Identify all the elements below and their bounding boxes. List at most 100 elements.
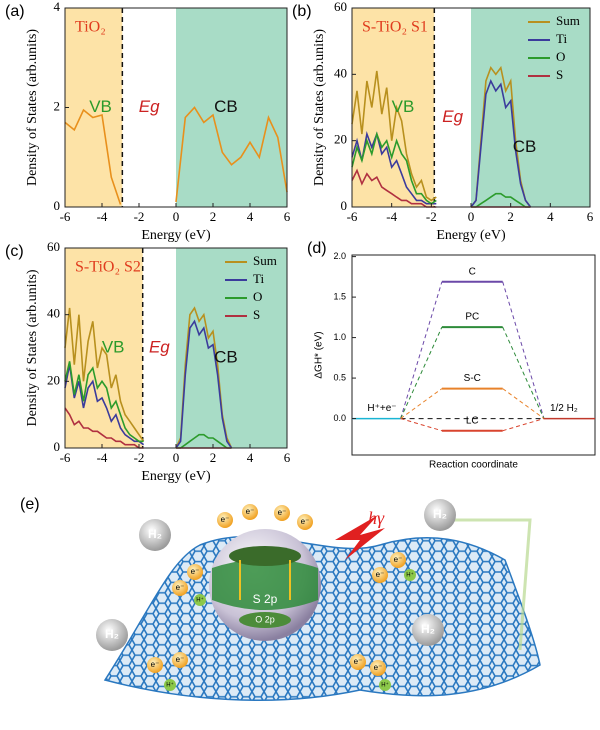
legend-label: O [556, 49, 565, 64]
electron-label: e⁻ [374, 663, 383, 672]
x-tick-label: 6 [284, 209, 291, 224]
electron-label: e⁻ [394, 555, 403, 564]
dos-line [64, 319, 233, 449]
electron-label: e⁻ [278, 508, 287, 517]
region-label: CB [214, 347, 238, 366]
panel-label: (a) [5, 3, 25, 20]
level-label: C [469, 266, 476, 277]
electron [370, 660, 386, 676]
level-label: S-C [464, 373, 481, 384]
h2-label: H₂ [421, 622, 435, 636]
x-tick-label: -6 [60, 450, 71, 465]
y-tick-label: 60 [47, 239, 60, 254]
legend-label: Ti [253, 271, 264, 286]
x-tick-label: 6 [587, 209, 594, 224]
o2p-band [239, 612, 291, 628]
region-label: VB [89, 97, 112, 116]
band-region [176, 248, 287, 448]
y-tick-label: 20 [47, 372, 60, 387]
o2p-label: O 2p [255, 614, 275, 624]
y-tick-label: 60 [334, 0, 347, 14]
y-tick-label: 2 [54, 98, 61, 113]
electron [187, 564, 203, 580]
x-tick-label: -2 [134, 450, 145, 465]
graphene-lattice [105, 536, 540, 701]
y-tick-label: 1.5 [333, 291, 346, 301]
proton-label: H⁺ [406, 572, 414, 579]
x-axis-label: Energy (eV) [141, 228, 211, 243]
y-axis-label: ΔGH* (eV) [314, 331, 325, 378]
h2-label: H₂ [148, 527, 162, 541]
y-tick-label: 0 [54, 439, 61, 454]
band-region [471, 8, 590, 207]
band-region [65, 248, 143, 448]
x-tick-label: -4 [97, 450, 108, 465]
electron-label: e⁻ [376, 570, 385, 579]
x-axis-label: Energy (eV) [436, 228, 506, 243]
region-label: VB [392, 97, 415, 116]
x-tick-label: -4 [386, 209, 397, 224]
region-label: CB [513, 137, 537, 156]
level-label: LC [466, 415, 479, 426]
x-tick-label: 4 [247, 450, 254, 465]
h2-label: H₂ [105, 627, 119, 641]
end-label: 1/2 H₂ [550, 403, 578, 414]
y-tick-label: 0.0 [333, 413, 346, 423]
electron-label: e⁻ [176, 583, 185, 592]
x-tick-label: 0 [173, 209, 180, 224]
electron-label: e⁻ [354, 657, 363, 666]
connector [400, 281, 545, 419]
legend-label: Sum [253, 253, 277, 268]
dos-line [64, 106, 288, 205]
electron-label: e⁻ [301, 517, 310, 526]
dos-line [351, 131, 531, 208]
x-tick-label: -6 [60, 209, 71, 224]
h2-label: H₂ [433, 507, 447, 521]
electron-label: e⁻ [151, 660, 160, 669]
panel-label: (c) [5, 243, 24, 260]
legend-label: Ti [556, 31, 567, 46]
legend-label: S [556, 67, 563, 82]
level-label: PC [465, 312, 479, 323]
panel-title: S-TiO₂ S2 [75, 259, 141, 276]
proton-label: H⁺ [381, 682, 389, 689]
electron-label: e⁻ [191, 567, 200, 576]
band-region [352, 8, 435, 207]
proton [194, 594, 206, 606]
electron [217, 512, 233, 528]
panel-label: (e) [20, 496, 40, 513]
electron [297, 514, 313, 530]
y-tick-label: 4 [54, 0, 61, 14]
electron [172, 580, 188, 596]
proton [164, 679, 176, 691]
connector [400, 418, 545, 432]
x-tick-label: 0 [468, 209, 475, 224]
proton-label: H⁺ [166, 682, 174, 689]
legend-label: S [253, 307, 260, 322]
electron-label: e⁻ [221, 515, 230, 524]
electron [242, 504, 258, 520]
x-tick-label: 0 [173, 450, 180, 465]
dos-line [351, 79, 532, 208]
connector [400, 388, 545, 419]
y-axis-label: Density of States (arb.units) [25, 269, 40, 426]
y-tick-label: 20 [334, 132, 347, 147]
x-tick-label: 2 [210, 450, 217, 465]
panel-label: (b) [292, 3, 312, 20]
x-axis-label: Energy (eV) [141, 469, 211, 484]
electron [274, 505, 290, 521]
proton-label: H⁺ [196, 597, 204, 604]
light-bolt [335, 515, 385, 560]
panel: VB CB Eg TiO₂ -6 -4 -2 0 2 4 6 0 2 4 Energy (eV) Densit… [5, 0, 291, 243]
y-tick-label: 40 [334, 65, 347, 80]
dos-line [64, 361, 232, 449]
x-tick-label: -2 [134, 209, 145, 224]
conduction-band [229, 546, 301, 566]
y-tick-label: 0.5 [333, 372, 346, 382]
gap-label: Eg [442, 107, 463, 126]
x-tick-label: 6 [284, 450, 291, 465]
axes-frame [351, 254, 596, 456]
connector [400, 326, 545, 419]
